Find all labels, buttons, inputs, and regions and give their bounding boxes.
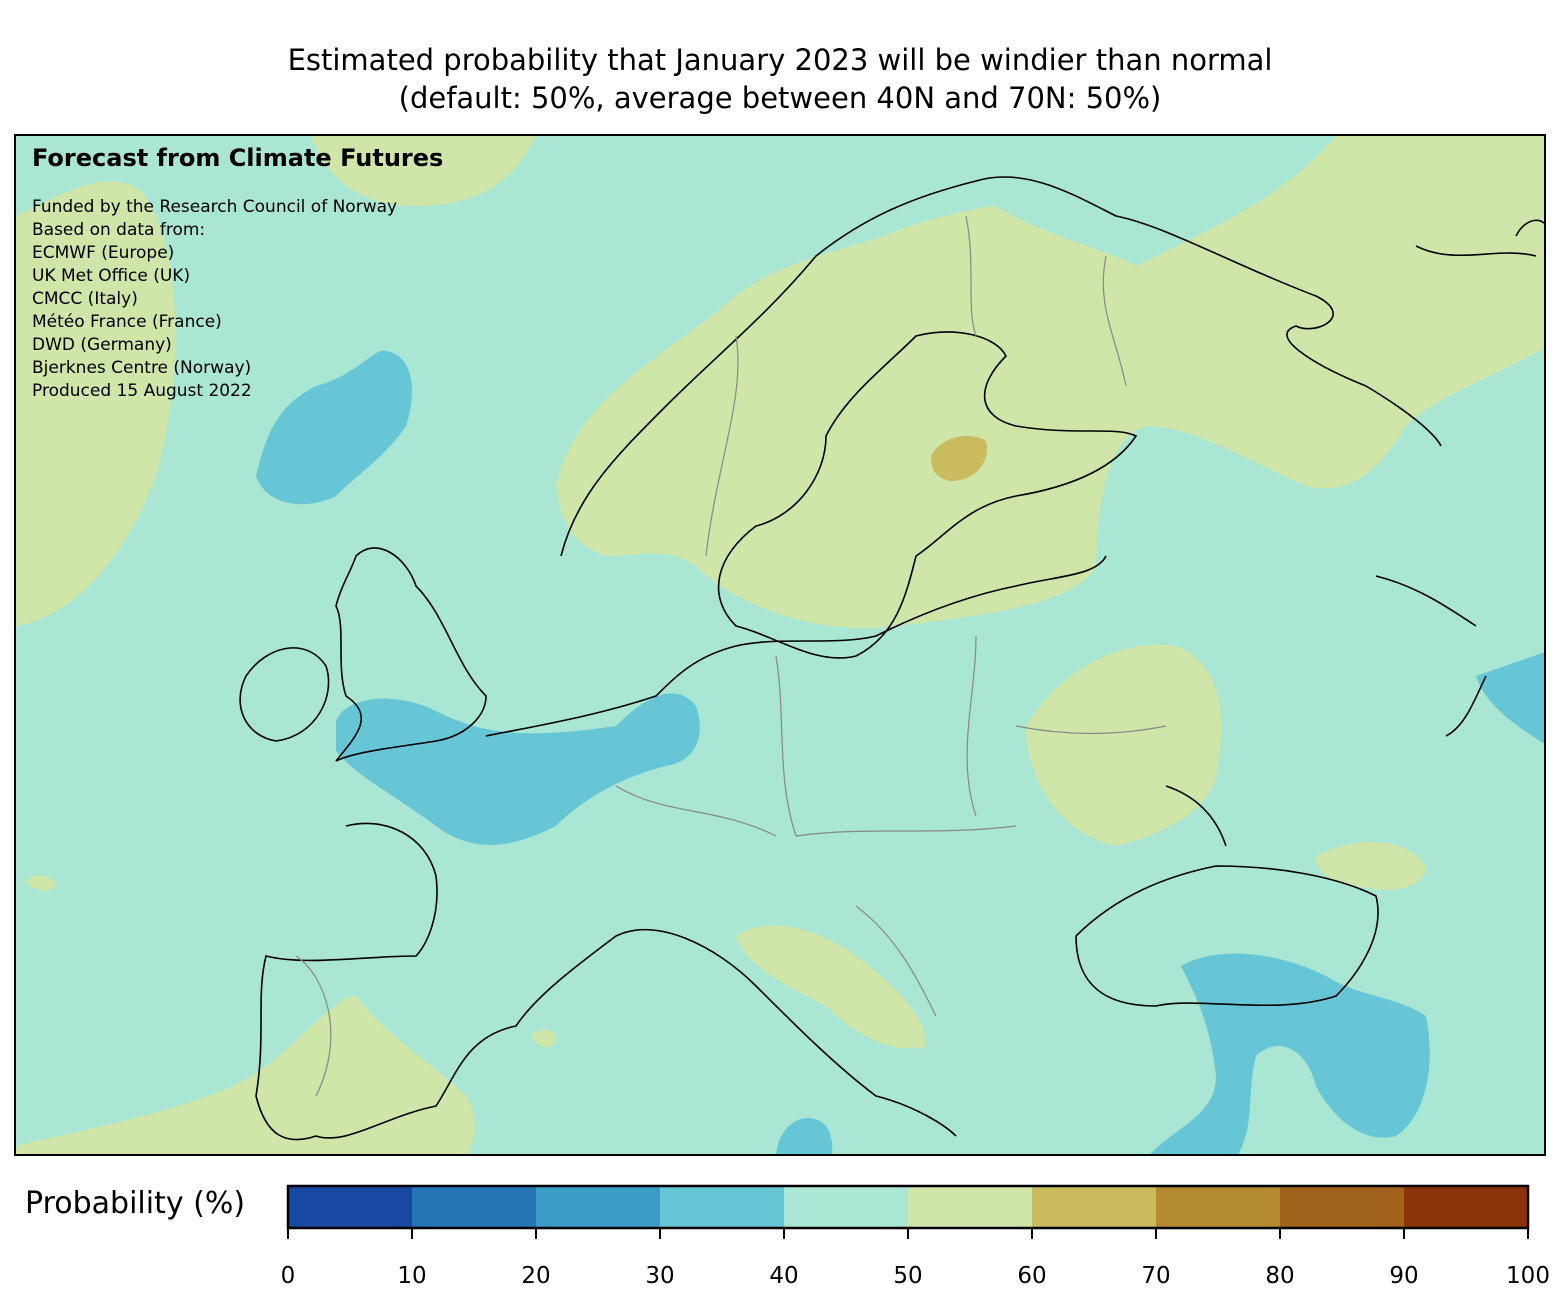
colorbar-bin bbox=[288, 1186, 412, 1228]
colorbar-bin bbox=[1404, 1186, 1528, 1228]
colorbar-tick-label: 90 bbox=[1389, 1263, 1418, 1289]
colorbar-tick-label: 10 bbox=[397, 1263, 426, 1289]
credit-line: Météo France (France) bbox=[32, 312, 222, 332]
credit-line: Funded by the Research Council of Norway bbox=[32, 197, 398, 217]
credit-line: ECMWF (Europe) bbox=[32, 243, 175, 263]
colorbar-bin bbox=[1032, 1186, 1156, 1228]
colorbar-tick-label: 0 bbox=[281, 1263, 296, 1289]
credit-line: UK Met Office (UK) bbox=[32, 266, 191, 286]
chart-title-line1: Estimated probability that January 2023 … bbox=[287, 43, 1273, 77]
colorbar-tick-label: 30 bbox=[645, 1263, 674, 1289]
colorbar-tick-label: 70 bbox=[1141, 1263, 1170, 1289]
colorbar-label: Probability (%) bbox=[25, 1186, 246, 1221]
colorbar-bin bbox=[412, 1186, 536, 1228]
probability-map: Forecast from Climate Futures Funded by … bbox=[14, 134, 1546, 1156]
colorbar-tick-label: 80 bbox=[1265, 1263, 1294, 1289]
country-borders bbox=[295, 215, 1167, 1097]
colorbar-tick-label: 50 bbox=[893, 1263, 922, 1289]
colorbar-bin bbox=[1280, 1186, 1404, 1228]
chart-title-line2: (default: 50%, average between 40N and 7… bbox=[398, 81, 1162, 115]
credit-line: Based on data from: bbox=[32, 220, 206, 240]
map-canvas bbox=[16, 136, 1544, 1154]
colorbar-tick-label: 60 bbox=[1017, 1263, 1046, 1289]
colorbar-frame bbox=[286, 1184, 1530, 1230]
map-heading: Forecast from Climate Futures bbox=[32, 144, 444, 172]
colorbar-bin bbox=[1156, 1186, 1280, 1228]
colorbar-tick-label: 40 bbox=[769, 1263, 798, 1289]
coastlines bbox=[239, 176, 1544, 1141]
credit-line: CMCC (Italy) bbox=[32, 289, 138, 309]
colorbar-bin bbox=[660, 1186, 784, 1228]
colorbar-tick-label: 100 bbox=[1506, 1263, 1550, 1289]
field-60-70 bbox=[931, 436, 987, 481]
colorbar-bin bbox=[908, 1186, 1032, 1228]
credits-block: Funded by the Research Council of Norway… bbox=[32, 196, 397, 403]
colorbar-bin bbox=[784, 1186, 908, 1228]
credit-line: DWD (Germany) bbox=[32, 335, 172, 355]
colorbar-bin bbox=[536, 1186, 660, 1228]
colorbar-tick-label: 20 bbox=[521, 1263, 550, 1289]
produced-date: Produced 15 August 2022 bbox=[32, 381, 252, 401]
credit-line: Bjerknes Centre (Norway) bbox=[32, 358, 252, 378]
field-50-60 bbox=[16, 136, 1544, 1154]
